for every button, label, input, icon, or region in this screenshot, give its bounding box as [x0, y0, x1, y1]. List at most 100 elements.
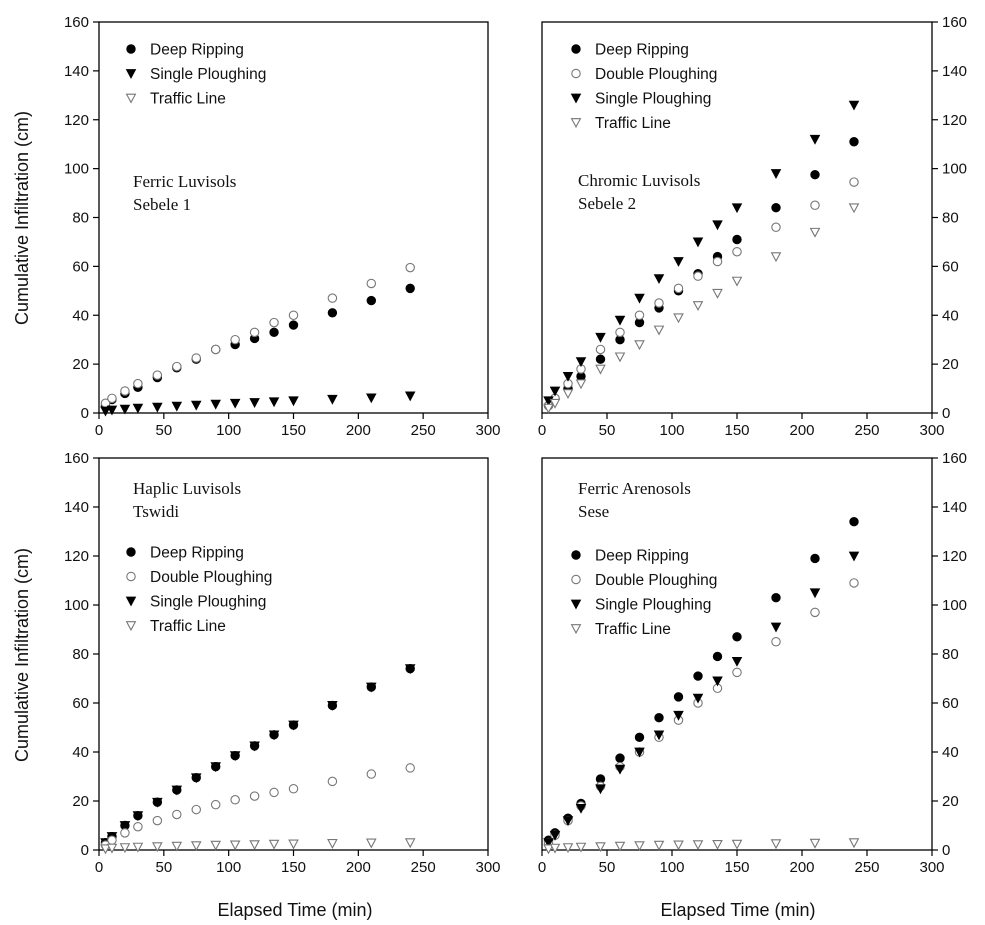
- data-point: [152, 842, 163, 853]
- data-point: [712, 220, 723, 231]
- data-point: [771, 636, 781, 647]
- data-point: [634, 747, 645, 758]
- data-point: [673, 710, 684, 721]
- data-point: [634, 841, 645, 852]
- data-point: [653, 730, 665, 741]
- data-point: [809, 838, 821, 849]
- panel-4: 0 50 100 150 200 250 300020406080100120140160F…: [538, 450, 967, 876]
- data-point: [732, 234, 742, 245]
- data-point: [731, 839, 743, 850]
- data-point: [191, 773, 201, 783]
- x-tick-label: 300: [919, 422, 944, 439]
- data-point: [673, 692, 684, 702]
- data-point: [654, 298, 664, 308]
- data-point: [191, 353, 202, 363]
- data-point: [268, 839, 280, 850]
- data-point: [692, 237, 704, 248]
- panel-2: 0 50 100 150 200 250 300020406080100120140160C…: [538, 14, 967, 439]
- data-point: [210, 840, 222, 851]
- data-point: [230, 334, 240, 345]
- data-point: [327, 394, 338, 405]
- x-axis-title-right: Elapsed Time (min): [660, 900, 815, 920]
- data-point: [133, 378, 143, 389]
- data-point: [229, 840, 241, 851]
- data-point: [595, 784, 606, 795]
- y-tick-label: 80: [942, 646, 959, 663]
- legend-marker: [570, 599, 582, 610]
- data-point: [288, 320, 299, 330]
- legend-marker: [125, 621, 137, 632]
- data-point: [249, 398, 260, 408]
- y-tick-label: 60: [942, 258, 959, 275]
- data-point: [653, 840, 665, 851]
- data-point: [549, 843, 561, 854]
- data-point: [654, 713, 664, 723]
- data-point: [543, 844, 554, 855]
- data-point: [120, 828, 130, 838]
- x-tick-label: 100: [216, 859, 241, 876]
- data-point: [190, 400, 202, 411]
- data-point: [562, 371, 574, 382]
- data-point: [575, 357, 587, 368]
- data-point: [770, 169, 782, 179]
- data-point: [132, 842, 144, 853]
- data-point: [653, 274, 665, 285]
- x-tick-label: 100: [659, 859, 684, 876]
- y-tick-label: 40: [72, 307, 89, 324]
- panel-annotation: Sebele 1: [133, 195, 191, 214]
- data-point: [100, 406, 111, 417]
- y-tick-label: 60: [72, 695, 89, 712]
- data-point: [634, 293, 645, 304]
- y-tick-label: 60: [942, 695, 959, 712]
- data-point: [771, 592, 781, 603]
- data-point: [365, 838, 377, 849]
- data-point: [614, 352, 626, 363]
- x-tick-label: 50: [599, 859, 616, 876]
- data-point: [810, 553, 820, 564]
- data-point: [771, 222, 781, 233]
- data-point: [249, 840, 260, 851]
- data-point: [771, 203, 781, 213]
- legend-marker: [126, 44, 136, 54]
- data-point: [249, 327, 260, 338]
- data-point: [595, 332, 606, 343]
- data-point: [269, 317, 279, 328]
- x-tick-label: 50: [599, 422, 616, 439]
- data-point: [575, 842, 587, 853]
- legend-label: Traffic Line: [150, 618, 226, 635]
- data-point: [848, 203, 860, 214]
- data-point: [614, 841, 626, 852]
- data-point: [171, 401, 183, 412]
- data-point: [327, 308, 338, 318]
- legend-label: Deep Ripping: [595, 548, 689, 565]
- data-point: [210, 344, 221, 355]
- data-point: [172, 785, 182, 795]
- y-tick-label: 100: [942, 597, 967, 614]
- legend-label: Double Ploughing: [595, 66, 717, 83]
- data-point: [327, 776, 338, 787]
- y-tick-label: 160: [942, 450, 967, 467]
- x-tick-label: 250: [411, 422, 436, 439]
- data-point: [848, 838, 860, 849]
- x-tick-label: 100: [216, 422, 241, 439]
- x-tick-label: 0: [538, 422, 546, 439]
- data-point: [712, 651, 723, 662]
- data-point: [120, 386, 130, 396]
- data-point: [190, 841, 202, 852]
- legend-label: Traffic Line: [595, 621, 671, 638]
- y-tick-label: 120: [64, 548, 89, 565]
- data-point: [366, 393, 377, 404]
- y-tick-label: 40: [942, 744, 959, 761]
- x-axis-title-left: Elapsed Time (min): [217, 900, 372, 920]
- data-point: [249, 741, 260, 751]
- data-point: [731, 203, 743, 214]
- y-tick-label: 100: [64, 597, 89, 614]
- data-point: [106, 843, 118, 854]
- legend-marker: [571, 68, 581, 79]
- data-point: [595, 364, 606, 375]
- data-point: [172, 809, 182, 820]
- data-point: [543, 403, 554, 414]
- y-tick-label: 160: [64, 14, 89, 31]
- data-point: [366, 278, 377, 289]
- data-point: [229, 398, 241, 409]
